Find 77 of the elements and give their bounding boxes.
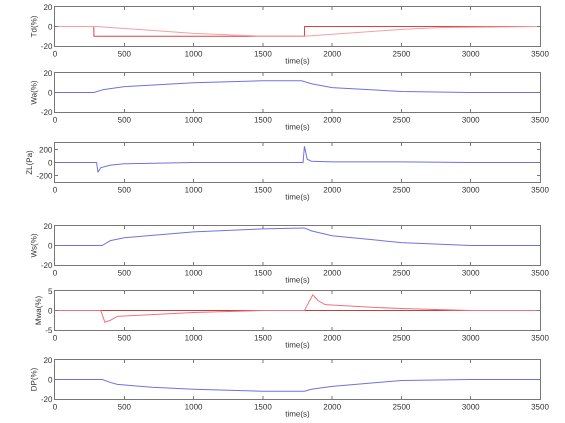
x-tick-label: 2000 <box>323 116 342 125</box>
x-tick-label: 1000 <box>184 402 204 412</box>
x-tick-label: 2500 <box>392 186 411 195</box>
y-tick-label: 0 <box>48 22 53 32</box>
x-tick-label: 500 <box>118 268 132 278</box>
x-tick-label: 3000 <box>462 50 480 59</box>
y-tick-label: 20 <box>43 2 53 12</box>
x-axis-title: time(s) <box>285 276 310 285</box>
x-tick-label: 2000 <box>323 186 342 195</box>
x-tick-label: 2500 <box>392 334 411 343</box>
x-tick-label: 3500 <box>531 268 550 278</box>
x-tick-label: 3500 <box>531 50 550 59</box>
y-tick-label: 20 <box>43 68 53 78</box>
x-tick-label: 1000 <box>184 268 204 278</box>
y-tick-label: 0 <box>48 158 53 168</box>
y-tick-label: 0 <box>48 241 53 250</box>
y-axis-title: Mwa(%) <box>34 296 43 326</box>
line-series <box>55 227 540 246</box>
x-tick-label: 2000 <box>323 402 342 412</box>
y-tick-label: -20 <box>40 42 53 51</box>
y-tick-label: 200 <box>39 145 53 154</box>
x-tick-label: 500 <box>118 402 132 412</box>
line-series <box>55 294 540 323</box>
x-tick-label: 500 <box>118 50 132 59</box>
x-tick-label: 1000 <box>184 116 204 125</box>
x-tick-label: 3000 <box>462 116 480 125</box>
y-axis-title: Td(%) <box>30 15 39 38</box>
y-axis-title: Ws(%) <box>30 233 39 258</box>
x-axis-title: time(s) <box>285 192 310 202</box>
line-series <box>55 379 540 392</box>
x-tick-label: 3500 <box>531 402 550 412</box>
x-tick-label: 2500 <box>392 50 411 59</box>
x-tick-label: 3500 <box>531 116 550 125</box>
x-tick-label: 3500 <box>531 186 550 195</box>
x-tick-label: 3500 <box>531 334 550 343</box>
x-axis-title: time(s) <box>285 122 310 132</box>
y-axis-title: Wa(%) <box>30 80 39 105</box>
x-tick-label: 1500 <box>254 116 272 125</box>
line-series <box>55 146 540 173</box>
x-tick-label: 3000 <box>462 186 480 195</box>
x-tick-label: 1500 <box>254 402 272 412</box>
x-tick-label: 2000 <box>323 268 342 278</box>
x-axis-title: time(s) <box>285 410 310 419</box>
line-series <box>55 80 540 93</box>
y-tick-label: 0 <box>48 306 53 316</box>
x-tick-label: 1500 <box>254 50 272 59</box>
x-tick-label: 3000 <box>462 402 480 412</box>
x-tick-label: 2500 <box>392 116 411 125</box>
x-tick-label: 2000 <box>323 50 342 59</box>
x-tick-label: 1500 <box>254 334 272 343</box>
y-tick-label: 0 <box>48 375 53 384</box>
x-tick-label: 1500 <box>254 186 272 195</box>
y-axis-title: ZL(Pa) <box>25 150 34 175</box>
y-tick-label: -20 <box>40 108 53 117</box>
y-tick-label: 20 <box>43 222 53 231</box>
x-tick-label: 2500 <box>392 268 411 278</box>
x-tick-label: 3000 <box>462 268 480 278</box>
x-tick-label: 2000 <box>323 334 342 343</box>
y-tick-label: 0 <box>48 88 53 98</box>
y-tick-label: 5 <box>48 286 53 296</box>
x-tick-label: 2500 <box>392 402 411 412</box>
y-tick-label: -20 <box>40 260 53 270</box>
x-axis-title: time(s) <box>285 56 310 66</box>
x-tick-label: 500 <box>118 186 132 195</box>
y-tick-label: 20 <box>43 356 53 365</box>
x-tick-label: 1000 <box>184 334 204 343</box>
x-tick-label: 1000 <box>184 186 204 195</box>
x-tick-label: 1500 <box>254 268 272 278</box>
x-tick-label: 500 <box>118 116 132 125</box>
x-tick-label: 1000 <box>184 50 204 59</box>
y-axis-title: DP(%) <box>30 367 39 392</box>
x-tick-label: 3000 <box>462 334 480 343</box>
x-axis-title: time(s) <box>285 340 310 350</box>
x-tick-label: 500 <box>118 334 132 343</box>
y-tick-label: -20 <box>40 394 53 404</box>
y-tick-label: -200 <box>36 171 53 180</box>
y-tick-label: -5 <box>45 326 53 335</box>
